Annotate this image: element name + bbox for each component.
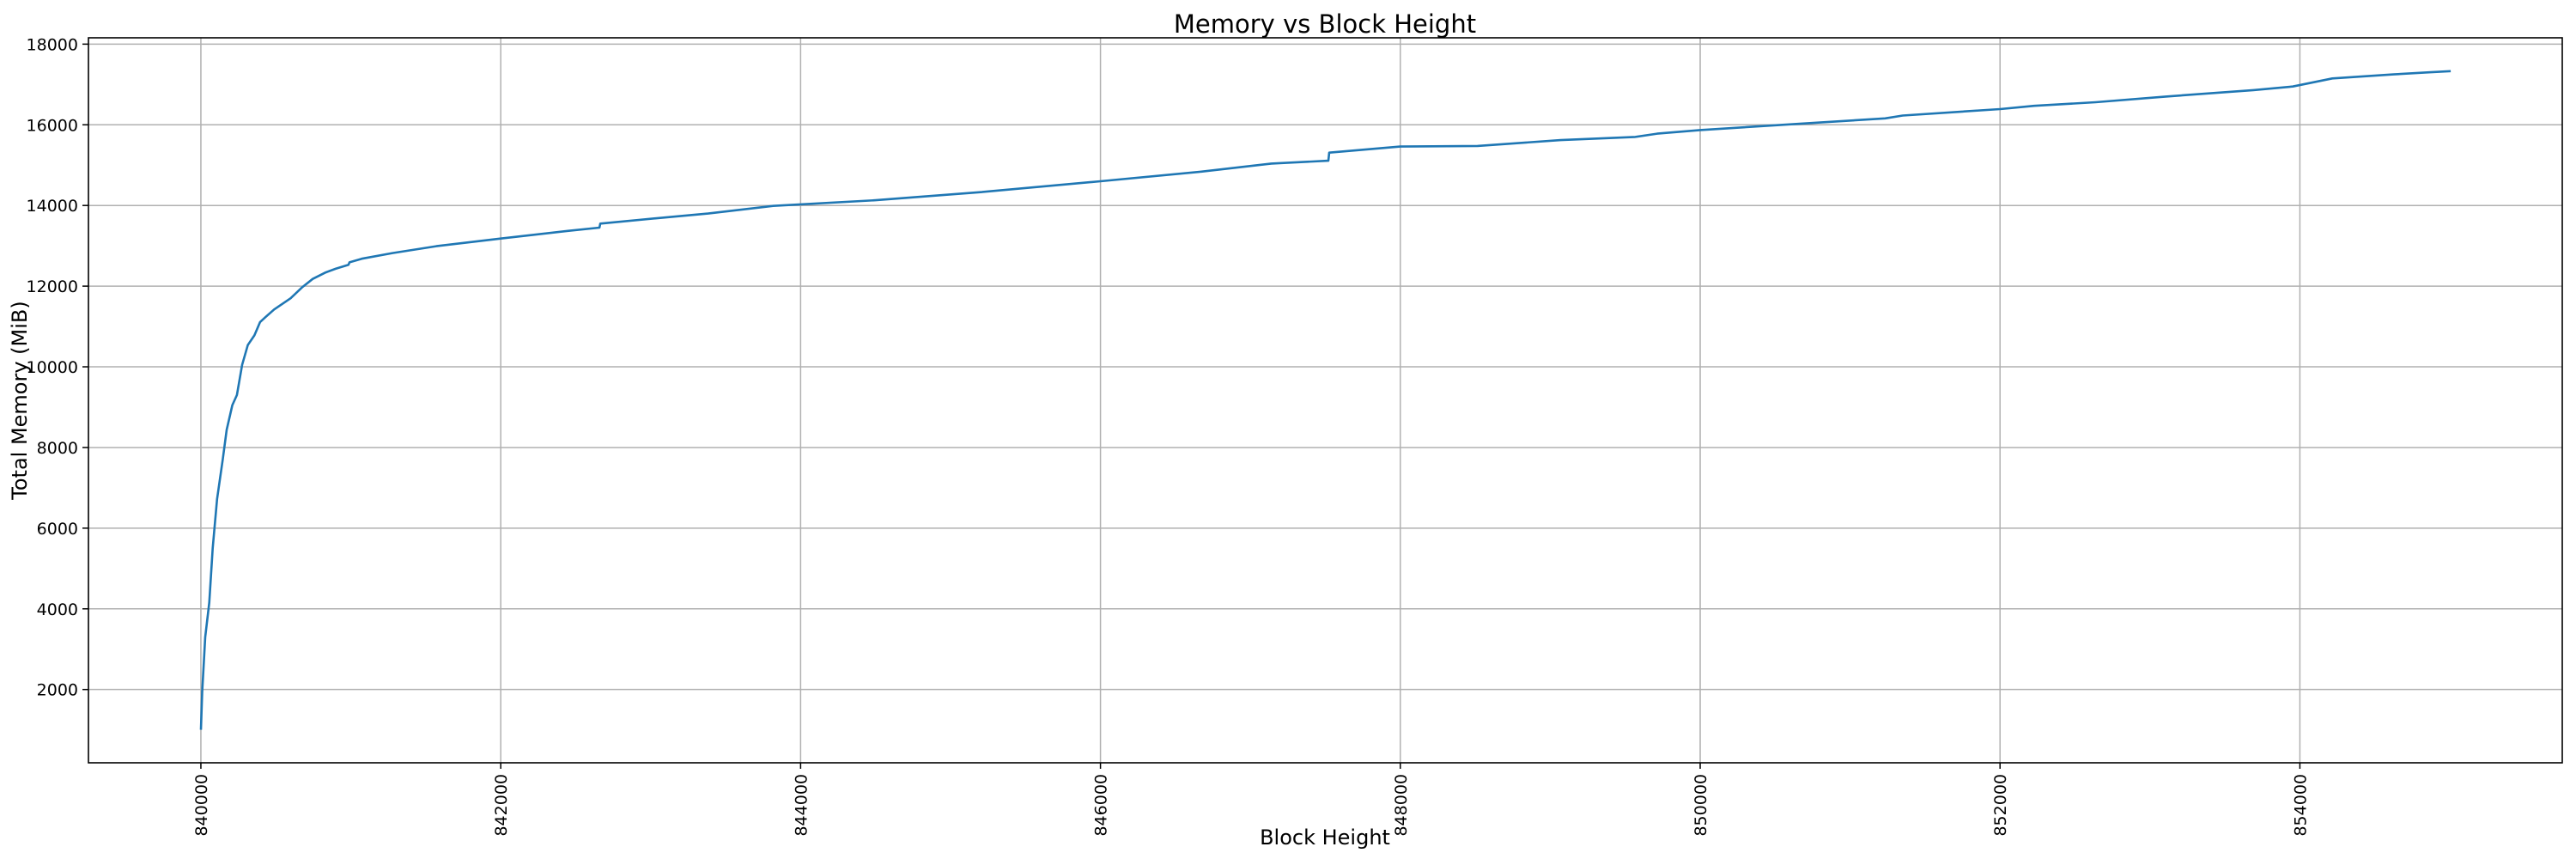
y-tick-label: 8000: [37, 439, 78, 458]
memory-series-line: [199, 70, 2451, 730]
x-tick-label: 850000: [1692, 774, 1710, 837]
series-layer: [199, 70, 2451, 730]
y-tick-label: 6000: [37, 520, 78, 539]
x-axis-label: Block Height: [1260, 825, 1390, 850]
x-tick-label: 842000: [492, 774, 511, 837]
y-tick-label: 18000: [27, 35, 78, 54]
y-tick-label: 12000: [27, 277, 78, 296]
y-tick-label: 4000: [37, 600, 78, 619]
grid: [88, 38, 2562, 763]
chart-title: Memory vs Block Height: [1174, 9, 1476, 39]
axes-frame: [88, 37, 2563, 764]
ticks: 840000 842000 844000 846000 848000 850000 8520…: [27, 35, 2311, 836]
x-tick-label: 848000: [1392, 774, 1411, 837]
y-tick-label: 2000: [37, 681, 78, 700]
y-tick-label: 14000: [27, 197, 78, 216]
x-tick-label: 846000: [1092, 774, 1111, 837]
x-tick-label: 844000: [792, 774, 811, 837]
x-tick-label: 854000: [2291, 774, 2310, 837]
y-tick-label: 16000: [27, 116, 78, 135]
y-tick-label: 10000: [27, 358, 78, 377]
x-tick-label: 840000: [192, 774, 211, 837]
x-tick-label: 852000: [1991, 774, 2010, 837]
y-axis-label: Total Memory (MiB): [8, 301, 32, 500]
